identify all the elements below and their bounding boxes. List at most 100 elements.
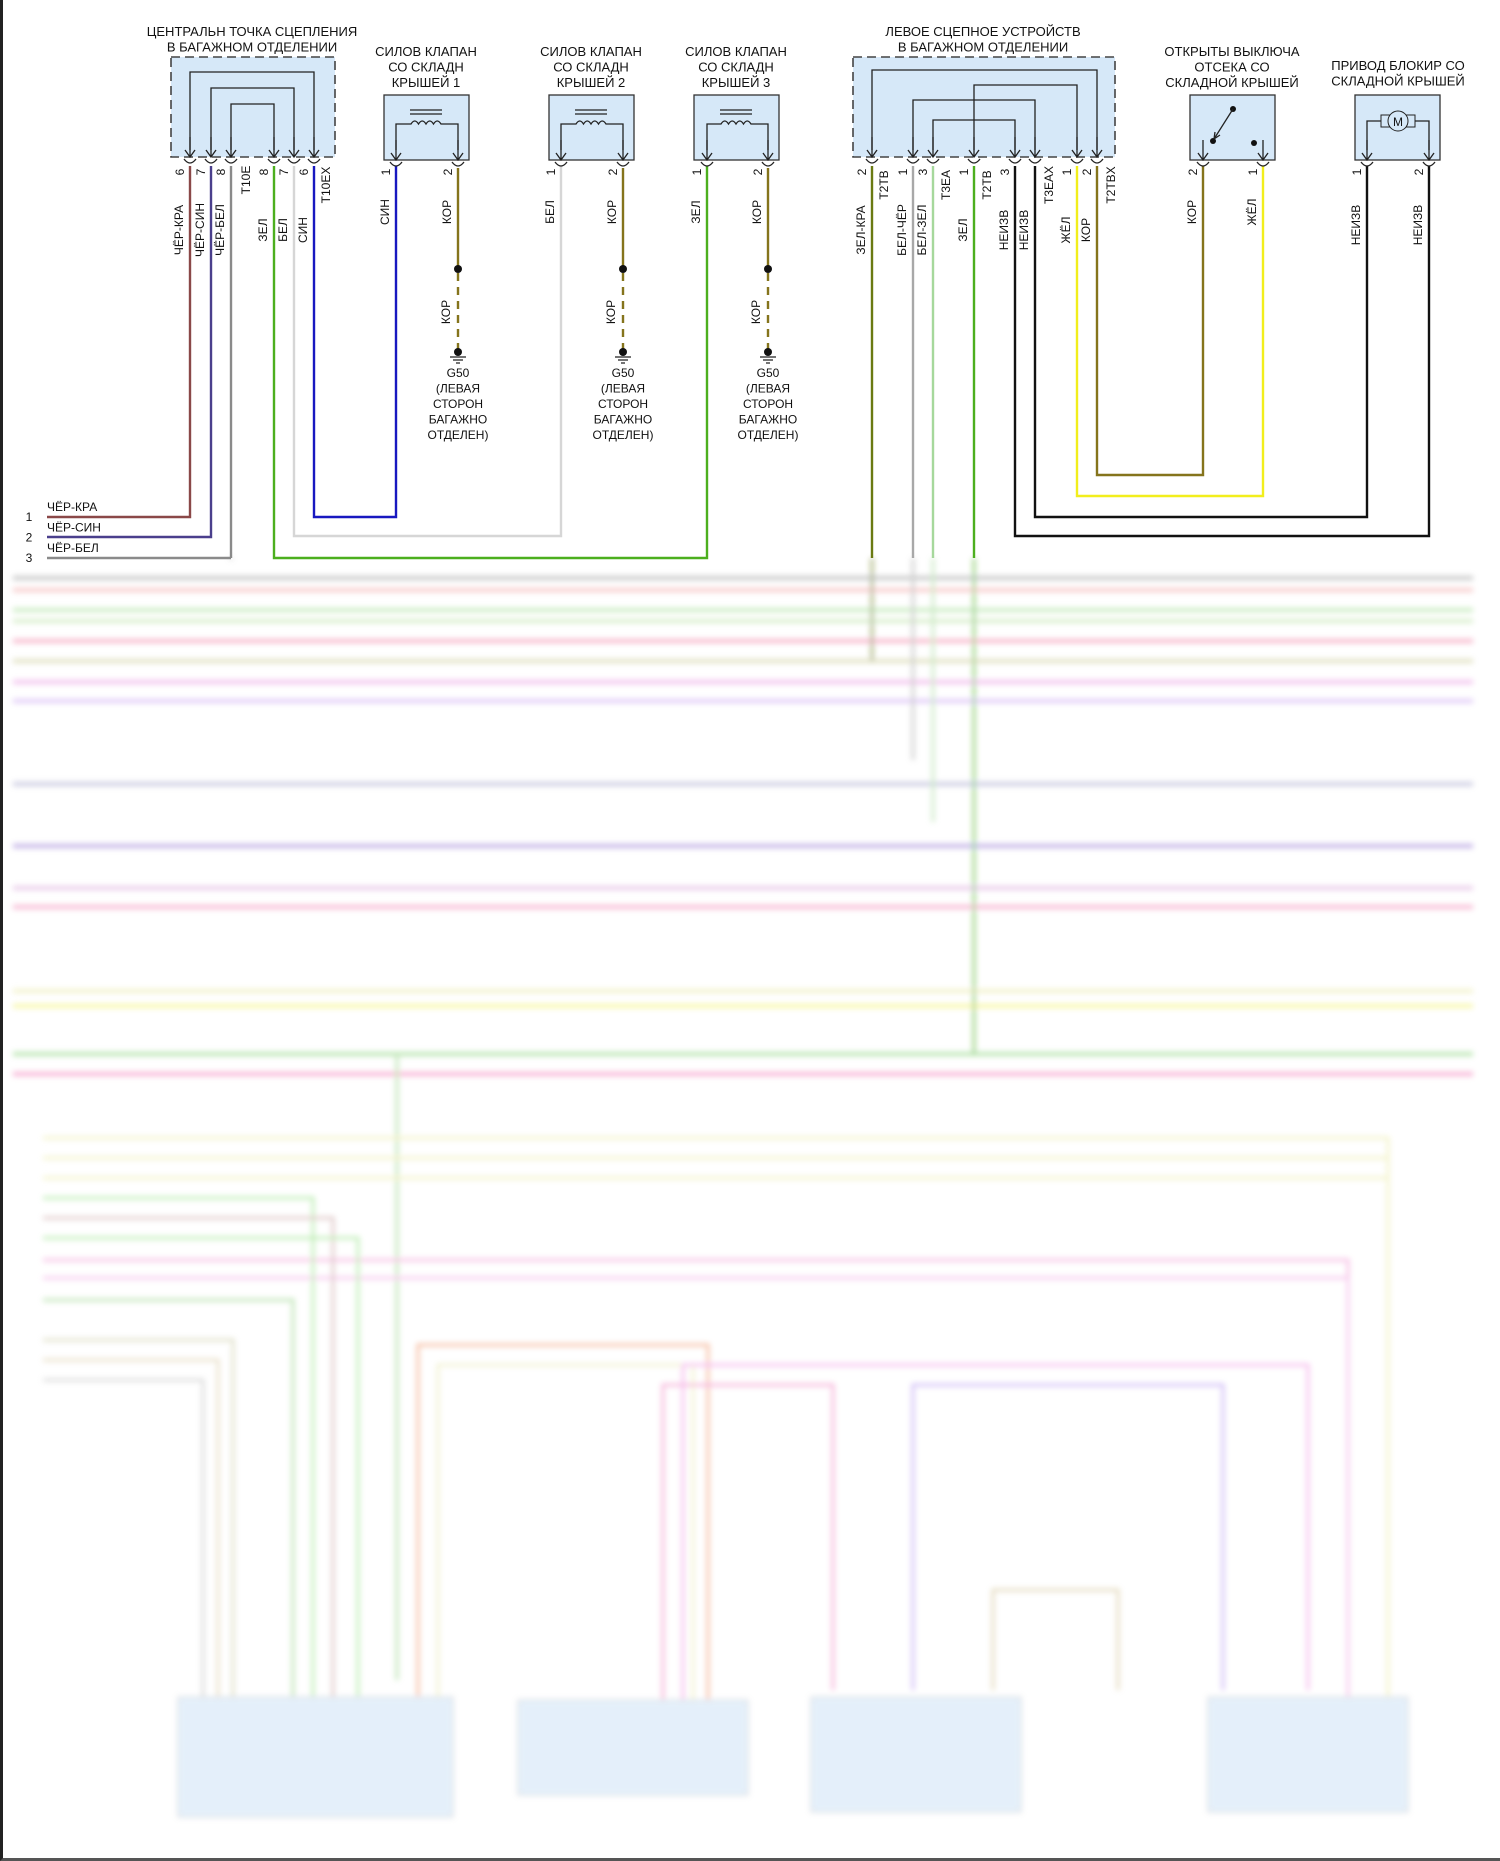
pin-arrow-icon: [927, 137, 939, 159]
wire: [681, 1363, 1310, 1700]
coil-icon: [560, 120, 624, 150]
wire-label: КОР: [750, 200, 764, 224]
pin-socket-icon: [1360, 161, 1374, 167]
connector-label: T3EA: [939, 170, 953, 200]
pin-arrow-icon: [907, 137, 919, 159]
wire: [47, 166, 192, 519]
pin-socket-icon: [307, 158, 321, 164]
pin-socket-icon: [1028, 158, 1042, 164]
actuator-title: ПРИВОД БЛОКИР СО: [1331, 58, 1464, 73]
pin-arrow-icon: [1009, 137, 1021, 159]
splice-dot: [454, 265, 462, 273]
pin-arrow-icon: [268, 137, 280, 159]
wire-label: СИН: [378, 199, 392, 225]
pin-number: 1: [896, 168, 910, 175]
wire: [43, 1298, 295, 1700]
component-box: [1207, 1696, 1409, 1813]
wire: [1013, 166, 1431, 538]
wire: [1095, 166, 1205, 477]
central-coupling-box: [170, 56, 336, 158]
legend-wire-label: ЧЁР-КРА: [47, 500, 97, 514]
wire: [991, 1588, 1120, 1690]
internal-link: [230, 103, 275, 150]
connector-label: T10E: [239, 166, 253, 195]
ground-label: (ЛЕВАЯ: [601, 382, 645, 396]
switch-box: [1189, 94, 1276, 161]
internal-link: [973, 84, 1078, 150]
coil-core-icon: [575, 109, 607, 115]
wire: [43, 1236, 360, 1700]
legend-number: 1: [26, 510, 33, 524]
pin-arrow-icon: [390, 140, 402, 162]
blurred-lower-section: [13, 558, 1473, 1818]
pin-number: 1: [957, 168, 971, 175]
legend-wire-label: ЧЁР-СИН: [47, 521, 101, 535]
wire-label: ЧЁР-БЕЛ: [213, 204, 227, 256]
component-box: [177, 1696, 454, 1818]
pin-socket-icon: [761, 161, 775, 167]
internal-link: [932, 119, 1016, 150]
coil-icon: [395, 120, 459, 150]
pin-number: 1: [1060, 168, 1074, 175]
central-coupling-title: ЦЕНТРАЛЬН ТОЧКА СЦЕПЛЕНИЯ: [147, 24, 357, 39]
solenoid-title: КРЫШЕЙ 2: [557, 75, 626, 90]
pin-number: 7: [194, 168, 208, 175]
pin-number: 2: [751, 168, 765, 175]
internal-link: [912, 99, 1036, 150]
ground-label: ОТДЕЛЕН): [428, 428, 489, 442]
wire-label: ЗЕЛ: [689, 200, 703, 223]
ground-icon: [760, 356, 776, 364]
pin-socket-icon: [906, 158, 920, 164]
ground-label: ОТДЕЛЕН): [738, 428, 799, 442]
solenoid-title: СИЛОВ КЛАПАН: [375, 44, 477, 59]
solenoid-title: СИЛОВ КЛАПАН: [540, 44, 642, 59]
pin-arrow-icon: [1029, 137, 1041, 159]
wire: [43, 1276, 1350, 1700]
pin-arrow-icon: [866, 137, 878, 159]
wire: [1075, 166, 1265, 498]
pin-socket-icon: [554, 161, 568, 167]
pin-arrow-icon: [968, 137, 980, 159]
ground-label: СТОРОН: [743, 397, 793, 411]
left-coupling-box: [852, 56, 1116, 158]
legend-number: 2: [26, 531, 33, 545]
wire-label: ЖЁЛ: [1245, 199, 1259, 226]
wire-label: НЕИЗВ: [997, 210, 1011, 251]
ground-label: G50: [612, 366, 635, 380]
wire: [272, 166, 709, 560]
left-coupling-title: В БАГАЖНОМ ОТДЕЛЕНИИ: [898, 40, 1068, 55]
wire-label: ЧЁР-КРА: [172, 205, 186, 255]
splice-dot: [764, 265, 772, 273]
ground-icon: [450, 356, 466, 364]
wire-label: КОР: [440, 200, 454, 224]
ground-label: (ЛЕВАЯ: [746, 382, 790, 396]
wire: [416, 1343, 710, 1700]
blurred-content: [13, 558, 1473, 1818]
wire-label: ЗЕЛ: [956, 218, 970, 241]
connector-label: T2TB: [980, 170, 994, 199]
actuator-title: СКЛАДНОЙ КРЫШЕЙ: [1331, 74, 1465, 89]
wire-label: НЕИЗВ: [1411, 205, 1425, 246]
pin-arrow-icon: [1091, 137, 1103, 159]
pin-number: 3: [916, 168, 930, 175]
central-coupling-title: В БАГАЖНОМ ОТДЕЛЕНИИ: [167, 40, 337, 55]
solenoid-title: СО СКЛАДН: [698, 60, 774, 75]
pin-number: 1: [1246, 168, 1260, 175]
wire-label: БЕЛ: [276, 218, 290, 242]
solenoid-box: [383, 94, 470, 161]
switch-contact: [1210, 138, 1216, 144]
pin-socket-icon: [389, 161, 403, 167]
pin-number: 1: [379, 168, 393, 175]
wire: [661, 1383, 835, 1700]
wire: [43, 1378, 205, 1700]
wire: [436, 1363, 695, 1700]
wire-label: КОР: [1079, 218, 1093, 242]
pin-socket-icon: [967, 158, 981, 164]
solenoid-title: СИЛОВ КЛАПАН: [685, 44, 787, 59]
wire-label: НЕИЗВ: [1017, 210, 1031, 251]
pin-socket-icon: [616, 161, 630, 167]
connector-label: T2TB: [877, 170, 891, 199]
ground-label: БАГАЖНО: [594, 413, 652, 427]
wire-label: ЗЕЛ-КРА: [854, 205, 868, 254]
